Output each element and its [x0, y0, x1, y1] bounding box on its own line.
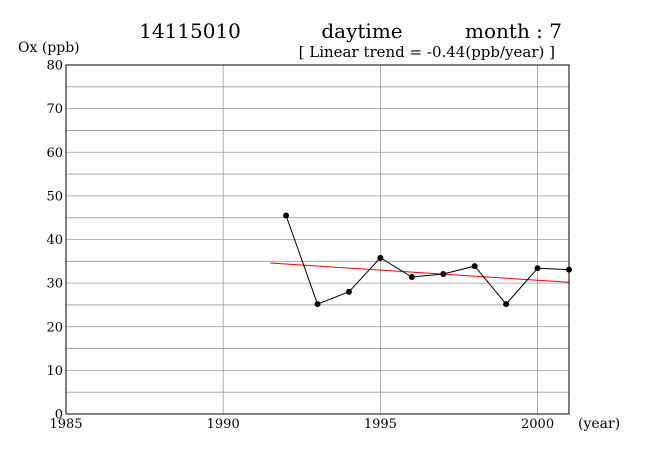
- series-line: [285, 215, 570, 305]
- x-tick-label: 1995: [364, 417, 397, 432]
- month-label: month : 7: [465, 19, 562, 43]
- data-series: [283, 212, 572, 308]
- data-point: [440, 270, 447, 277]
- x-tick-label: 2000: [521, 417, 554, 432]
- y-tick-label: 80: [46, 59, 63, 74]
- y-tick-label: 60: [46, 146, 63, 161]
- trend-line: [270, 262, 570, 283]
- y-tick-label: 10: [46, 364, 63, 379]
- trend-annotation: [ Linear trend = -0.44(ppb/year) ]: [299, 43, 555, 61]
- x-axis-label: (year): [578, 416, 620, 432]
- period-label: daytime: [321, 19, 402, 43]
- x-tick-label: 1990: [207, 417, 240, 432]
- data-point: [377, 254, 384, 261]
- y-tick-label: 0: [55, 408, 63, 423]
- y-tick-label: 40: [46, 233, 63, 248]
- linear-trend-line: [270, 262, 570, 283]
- plot-frame: [65, 64, 570, 415]
- y-tick-label: 70: [46, 102, 63, 117]
- tick-labels: 0 10 20 30 40 50 60 70 80 1985 1990 1995 2000: [46, 59, 554, 433]
- data-point: [534, 265, 541, 272]
- station-id: 14115010: [139, 19, 241, 43]
- data-point: [283, 212, 290, 219]
- data-point: [345, 288, 352, 295]
- y-tick-label: 30: [46, 277, 63, 292]
- data-point: [314, 301, 321, 308]
- grid-lines: [66, 65, 569, 414]
- data-point: [471, 263, 478, 270]
- y-tick-label: 50: [46, 189, 63, 204]
- y-axis-label: Ox (ppb): [18, 40, 80, 56]
- x-tick-label: 1985: [49, 417, 82, 432]
- data-point: [503, 301, 510, 308]
- data-point: [408, 274, 415, 281]
- y-tick-label: 20: [46, 320, 63, 335]
